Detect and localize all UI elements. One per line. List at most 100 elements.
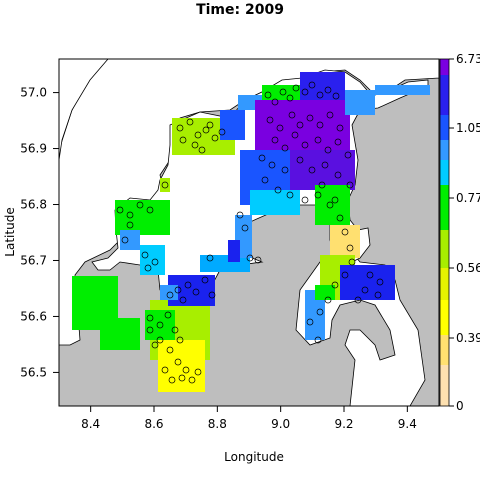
- sample-point: [201, 276, 209, 284]
- sample-point: [188, 376, 196, 384]
- sample-point: [332, 92, 340, 100]
- colorbar-label: 6.73: [456, 52, 480, 66]
- colorbar-band: [440, 59, 449, 75]
- sample-point: [179, 296, 187, 304]
- sample-point: [314, 336, 322, 344]
- sample-point: [336, 124, 344, 132]
- sample-point: [308, 81, 316, 89]
- colorbar-band: [440, 160, 449, 185]
- sample-point: [174, 286, 182, 294]
- sample-point: [144, 264, 152, 272]
- x-axis-label: Longitude: [224, 450, 284, 464]
- colorbar-frame: [439, 58, 450, 407]
- y-tick-label: 56.5: [20, 365, 47, 379]
- sample-point: [164, 311, 172, 319]
- sample-point: [161, 181, 169, 189]
- sample-point: [151, 258, 159, 266]
- heat-cell: [375, 85, 430, 95]
- sample-point: [286, 191, 294, 199]
- heat-cell: [120, 230, 140, 250]
- sample-point: [281, 166, 289, 174]
- x-tick-label: 9.0: [271, 417, 290, 431]
- y-tick-label: 56.7: [20, 253, 47, 267]
- y-tick-label: 56.9: [20, 142, 47, 156]
- heat-cell: [160, 178, 170, 192]
- sample-point: [156, 321, 164, 329]
- heat-cell: [330, 225, 360, 258]
- sample-point: [348, 258, 356, 266]
- sample-point: [208, 291, 216, 299]
- sample-point: [166, 291, 174, 299]
- x-tick-label: 8.4: [81, 417, 100, 431]
- sample-point: [346, 244, 354, 252]
- sample-point: [146, 326, 154, 334]
- heat-cell: [250, 190, 300, 215]
- sample-point: [176, 336, 184, 344]
- sample-point: [376, 278, 384, 286]
- sample-point: [344, 151, 352, 159]
- sample-point: [258, 154, 266, 162]
- sample-point: [331, 196, 339, 204]
- sample-point: [166, 346, 174, 354]
- heat-cell: [315, 185, 350, 225]
- sample-point: [176, 124, 184, 132]
- sample-point: [168, 376, 176, 384]
- heat-cell: [158, 340, 205, 392]
- sample-point: [316, 91, 324, 99]
- sample-point: [288, 111, 296, 119]
- sample-point: [171, 326, 179, 334]
- colorbar-label: 0: [456, 399, 464, 413]
- sample-point: [326, 201, 334, 209]
- plot-frame: [58, 58, 440, 407]
- north-sea-strip: [59, 59, 109, 161]
- sample-point: [198, 146, 206, 154]
- heat-cell: [145, 310, 175, 340]
- sample-point: [174, 358, 182, 366]
- sample-point: [271, 136, 279, 144]
- sample-point: [276, 124, 284, 132]
- sample-point: [331, 281, 339, 289]
- sample-point: [126, 221, 134, 229]
- sample-point: [146, 314, 154, 322]
- sample-point: [246, 254, 254, 262]
- heat-cell: [345, 90, 375, 115]
- sample-point: [268, 161, 276, 169]
- sample-point: [194, 131, 202, 139]
- colorbar-band: [440, 75, 449, 115]
- sample-point: [292, 84, 300, 92]
- sample-point: [206, 121, 214, 129]
- colorbar-band: [440, 115, 449, 140]
- sample-point: [178, 374, 186, 382]
- colorbar-label: 0.56: [456, 261, 480, 275]
- sample-point: [306, 114, 314, 122]
- colorbar-label: 0.77: [456, 191, 480, 205]
- sample-point: [324, 296, 332, 304]
- sample-point: [146, 206, 154, 214]
- sample-point: [136, 201, 144, 209]
- sample-point: [301, 196, 309, 204]
- sample-point: [279, 88, 287, 96]
- heat-cell: [100, 318, 140, 350]
- x-tick-label: 8.6: [144, 417, 163, 431]
- sample-point: [161, 366, 169, 374]
- heat-cells: [72, 72, 430, 392]
- sample-point: [301, 88, 309, 96]
- heat-cell: [115, 200, 170, 235]
- sample-point: [261, 176, 269, 184]
- sample-point: [271, 98, 279, 106]
- sample-point: [361, 286, 369, 294]
- sample-point: [291, 131, 299, 139]
- heat-cell: [315, 285, 335, 300]
- sample-point: [316, 121, 324, 129]
- sample-point: [236, 211, 244, 219]
- colorbar-band: [440, 185, 449, 230]
- colorbar-label: 1.05: [456, 121, 480, 135]
- colorbar-band: [440, 335, 449, 365]
- sample-point: [324, 146, 332, 154]
- heat-cell: [228, 240, 240, 262]
- heat-cell: [305, 290, 325, 340]
- colorbar: 0 0.39 0.56 0.77 1.05 6.73: [439, 52, 480, 413]
- sample-point: [264, 91, 272, 99]
- sample-point: [211, 134, 219, 142]
